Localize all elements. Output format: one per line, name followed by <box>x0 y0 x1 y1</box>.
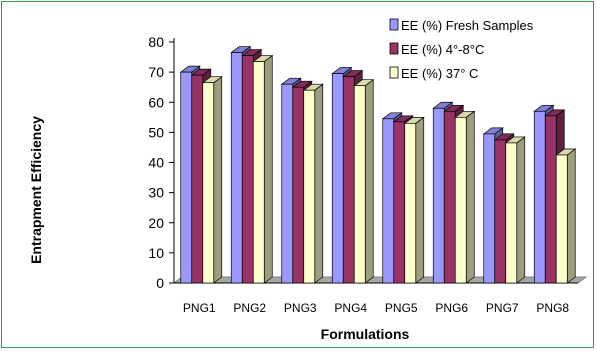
bar-front <box>404 122 417 284</box>
bar-front <box>180 71 193 284</box>
legend-item-2: EE (%) 4°-8°C <box>389 42 484 57</box>
bar-PNG1-series-3 <box>201 75 223 284</box>
y-tick-label: 60 <box>148 94 164 110</box>
legend-label: EE (%) 37° C <box>401 66 478 81</box>
legend-swatch <box>389 42 399 55</box>
bar-PNG8-series-3 <box>555 148 577 284</box>
x-tick-label: PNG2 <box>233 301 266 315</box>
legend-label: EE (%) Fresh Samples <box>401 18 534 33</box>
y-axis: 0 10 20 30 40 50 60 70 80 <box>148 34 578 291</box>
bar-front <box>454 116 467 284</box>
bar-front <box>432 107 445 284</box>
bar-side <box>263 54 273 284</box>
bar-front <box>331 73 344 284</box>
bar-front <box>382 118 395 284</box>
bar-PNG6-series-3 <box>454 110 476 284</box>
bar-front <box>241 55 254 284</box>
y-tick-label: 40 <box>148 155 164 171</box>
legend-label: EE (%) 4°-8°C <box>401 42 484 57</box>
x-tick-label: PNG3 <box>284 301 317 315</box>
legend-item-3: EE (%) 37° C <box>389 66 478 81</box>
bar-front <box>483 133 496 284</box>
x-tick-label: PNG4 <box>334 301 367 315</box>
bar-front <box>303 89 316 284</box>
bar-front <box>342 76 355 284</box>
y-tick-label: 30 <box>148 185 164 201</box>
bar-side <box>566 148 576 284</box>
bar-PNG3-series-3 <box>302 83 324 284</box>
bar-side <box>314 83 324 284</box>
bar-front <box>191 74 204 284</box>
x-tick-label: PNG1 <box>183 301 216 315</box>
bar-front <box>281 83 294 284</box>
bar-front <box>443 110 456 284</box>
legend-swatch <box>389 18 399 31</box>
bar-front <box>505 142 518 284</box>
legend-swatch <box>389 66 399 79</box>
bar-front <box>202 82 215 284</box>
x-tick-label: PNG6 <box>435 301 468 315</box>
bar-front <box>494 139 507 284</box>
bar-front <box>544 115 557 284</box>
y-axis-title: Entrapment Efficiency <box>28 116 44 264</box>
bar-PNG2-series-3 <box>252 54 274 284</box>
x-tick-label: PNG5 <box>385 301 418 315</box>
bar-side <box>516 136 526 284</box>
bar-side <box>364 78 374 284</box>
x-axis-tick-labels: PNG1 PNG2 PNG3 PNG4 PNG5 PNG6 PNG7 PNG8 <box>183 301 570 315</box>
y-tick-label: 0 <box>156 275 164 291</box>
x-tick-label: PNG8 <box>536 301 569 315</box>
bar-front <box>393 121 406 284</box>
bars <box>179 45 577 284</box>
x-tick-label: PNG7 <box>486 301 519 315</box>
y-tick-label: 10 <box>148 245 164 261</box>
legend-item-1: EE (%) Fresh Samples <box>389 18 534 33</box>
legend: EE (%) Fresh Samples EE (%) 4°-8°C EE (%) … <box>389 18 534 81</box>
bar-side <box>213 75 223 284</box>
bar-PNG4-series-3 <box>353 78 375 284</box>
y-tick-label: 80 <box>148 34 164 50</box>
y-tick-label: 70 <box>148 64 164 80</box>
bar-PNG5-series-3 <box>403 116 425 284</box>
bar-front <box>292 86 305 284</box>
bar-front <box>230 52 243 284</box>
bar-PNG7-series-3 <box>504 136 526 284</box>
bar-front <box>555 154 568 284</box>
bar-front <box>533 110 546 284</box>
bar-front <box>252 61 265 284</box>
y-tick-label: 50 <box>148 124 164 140</box>
x-axis-title: Formulations <box>321 326 410 342</box>
bar-front <box>353 85 366 284</box>
y-tick-label: 20 <box>148 215 164 231</box>
bar-side <box>465 110 475 284</box>
bar-side <box>415 116 425 284</box>
